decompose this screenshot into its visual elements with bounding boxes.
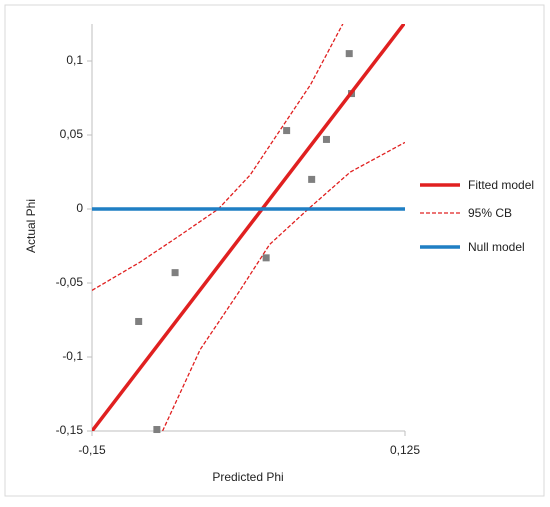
point bbox=[153, 426, 161, 434]
y-axis-label: Actual Phi bbox=[24, 199, 38, 253]
x-axis-label: Predicted Phi bbox=[212, 470, 283, 484]
point bbox=[345, 50, 353, 58]
chart-border bbox=[4, 4, 545, 497]
x-tick-label: -0,15 bbox=[78, 443, 106, 457]
confidence-band bbox=[92, 24, 344, 291]
point bbox=[283, 127, 291, 135]
y-tick-label: 0,1 bbox=[66, 53, 83, 67]
point bbox=[322, 135, 330, 143]
confidence-band bbox=[161, 141, 405, 431]
y-tick-label: -0,1 bbox=[62, 349, 83, 363]
y-tick-label: -0,05 bbox=[56, 275, 84, 289]
line bbox=[92, 24, 405, 431]
point bbox=[308, 175, 316, 183]
point bbox=[171, 269, 179, 277]
legend-label: 95% CB bbox=[468, 206, 513, 220]
point bbox=[262, 254, 270, 262]
y-tick-label: -0,15 bbox=[56, 423, 84, 437]
point bbox=[135, 317, 143, 325]
legend-label: Null model bbox=[468, 240, 525, 254]
legend-label: Fitted model bbox=[468, 178, 535, 192]
y-tick-label: 0,05 bbox=[60, 127, 84, 141]
x-tick-label: 0,125 bbox=[390, 443, 420, 457]
y-tick-label: 0 bbox=[76, 201, 83, 215]
